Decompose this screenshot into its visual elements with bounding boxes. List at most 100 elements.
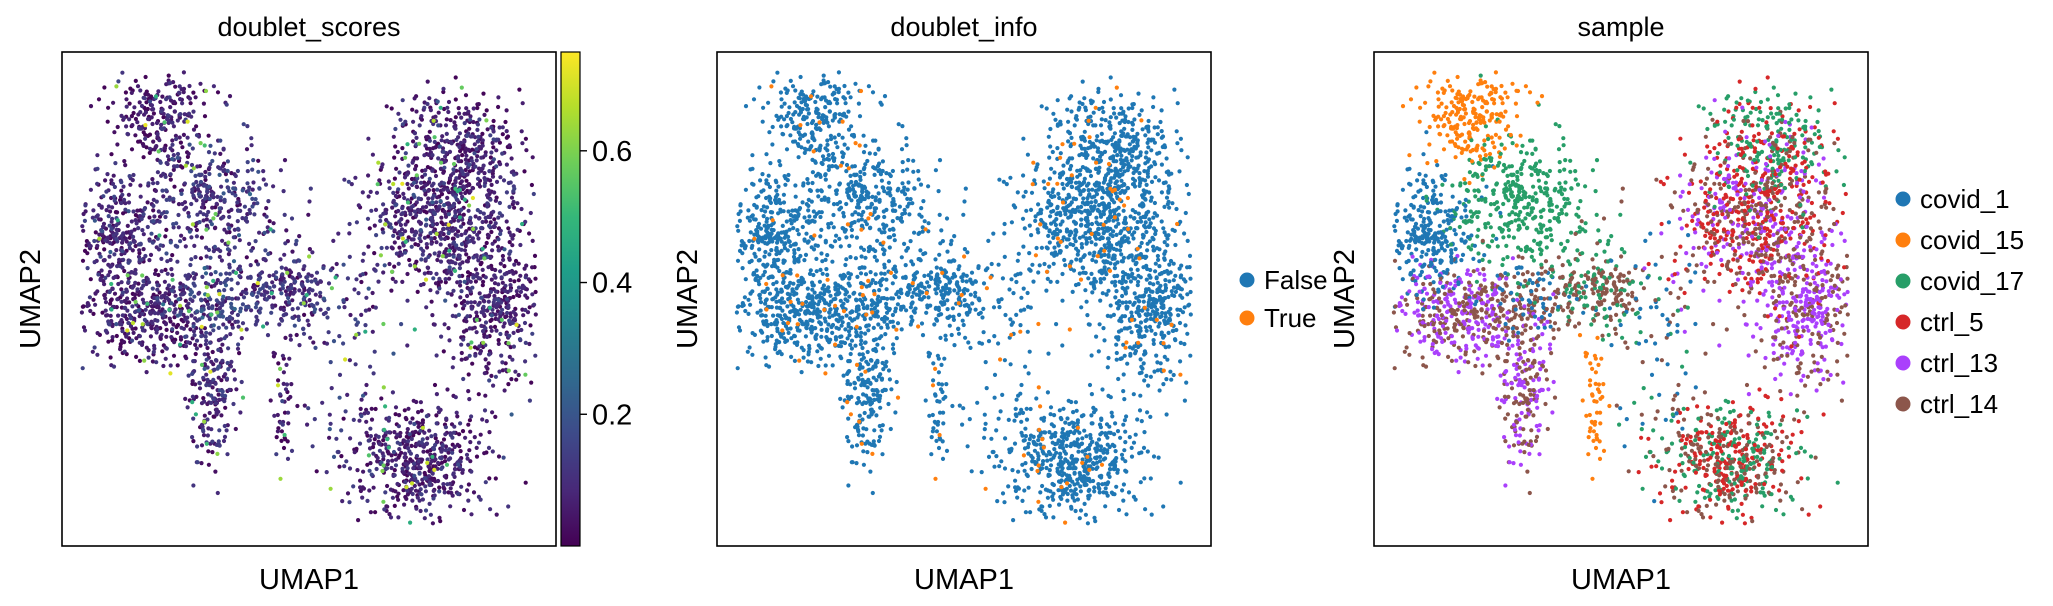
scatter-point — [311, 340, 316, 345]
scatter-point — [258, 287, 263, 292]
scatter-point — [276, 378, 281, 383]
scatter-point — [490, 241, 495, 246]
scatter-point — [774, 188, 779, 193]
scatter-point — [502, 272, 507, 277]
scatter-point — [426, 196, 431, 201]
scatter-point — [417, 236, 422, 241]
scatter-point — [458, 140, 463, 145]
scatter-point — [527, 305, 532, 310]
scatter-point — [488, 289, 493, 294]
scatter-point — [380, 162, 385, 167]
scatter-point — [464, 178, 469, 183]
scatter-point — [512, 279, 517, 284]
scatter-point — [278, 476, 283, 481]
scatter-point — [381, 202, 386, 207]
scatter-point — [143, 123, 148, 128]
scatter-point — [1172, 87, 1177, 92]
scatter-point — [1119, 252, 1124, 257]
scatter-point — [1182, 305, 1187, 310]
scatter-point — [159, 295, 164, 300]
scatter-point — [222, 197, 227, 202]
scatter-point — [839, 356, 844, 361]
scatter-point — [141, 232, 146, 237]
scatter-point — [411, 139, 416, 144]
scatter-point — [406, 235, 411, 240]
scatter-point — [453, 467, 458, 472]
scatter-point — [352, 287, 357, 292]
scatter-point — [436, 478, 441, 484]
scatter-point — [119, 287, 124, 292]
scatter-point — [186, 309, 192, 314]
scatter-point — [394, 221, 399, 226]
scatter-point — [163, 291, 168, 296]
scatter-point — [453, 97, 458, 102]
scatter-point — [417, 141, 422, 146]
scatter-point — [221, 168, 226, 174]
scatter-point — [213, 381, 218, 386]
scatter-point — [217, 443, 222, 448]
scatter-point — [432, 467, 437, 472]
scatter-point — [474, 147, 479, 152]
scatter-point — [294, 238, 299, 243]
scatter-point — [1028, 406, 1033, 412]
scatter-point — [496, 104, 501, 110]
scatter-point — [445, 138, 450, 143]
scatter-point — [133, 271, 138, 276]
scatter-point — [137, 248, 142, 253]
scatter-point — [470, 185, 475, 191]
scatter-point — [310, 288, 315, 293]
scatter-point — [1131, 102, 1136, 107]
scatter-point — [163, 267, 168, 272]
scatter-point — [336, 231, 341, 236]
scatter-point — [261, 177, 266, 182]
scatter-point — [1051, 497, 1056, 502]
scatter-point — [428, 288, 433, 293]
scatter-point — [224, 230, 229, 235]
scatter-point — [394, 251, 399, 256]
scatter-point — [434, 231, 439, 236]
scatter-point — [192, 333, 197, 338]
scatter-point — [470, 236, 475, 241]
scatter-point — [135, 208, 140, 213]
scatter-point — [346, 179, 351, 184]
scatter-point — [106, 339, 111, 344]
scatter-point — [214, 407, 219, 412]
scatter-point — [145, 301, 150, 306]
scatter-point — [452, 444, 457, 450]
scatter-point — [949, 332, 954, 338]
scatter-point — [240, 302, 245, 307]
scatter-point — [503, 283, 508, 288]
scatter-point — [381, 270, 386, 275]
scatter-point — [444, 117, 449, 122]
scatter-point — [364, 382, 369, 388]
scatter-point — [427, 146, 432, 151]
scatter-point — [126, 279, 131, 284]
scatter-point — [507, 143, 512, 148]
scatter-point — [482, 408, 488, 413]
scatter-point — [192, 243, 197, 248]
scatter-point — [462, 185, 467, 190]
scatter-point — [388, 515, 394, 520]
scatter-point — [353, 175, 358, 180]
scatter-point — [244, 291, 249, 296]
scatter-point — [239, 327, 244, 332]
scatter-point — [326, 306, 331, 311]
scatter-point — [1115, 429, 1121, 434]
scatter-point — [110, 335, 115, 340]
scatter-point — [208, 331, 213, 336]
scatter-point — [405, 271, 410, 277]
scatter-point — [137, 358, 142, 363]
scatter-point — [411, 215, 416, 220]
scatter-point — [381, 499, 386, 504]
scatter-point — [203, 334, 208, 339]
scatter-point — [448, 118, 453, 123]
scatter-point — [104, 189, 109, 194]
scatter-point — [164, 327, 169, 332]
scatter-point — [463, 157, 468, 162]
scatter-point — [403, 250, 408, 255]
scatter-point — [274, 435, 279, 440]
scatter-point — [136, 139, 141, 144]
scatter-point — [108, 355, 113, 360]
scatter-point — [103, 296, 108, 301]
scatter-point — [431, 496, 436, 501]
